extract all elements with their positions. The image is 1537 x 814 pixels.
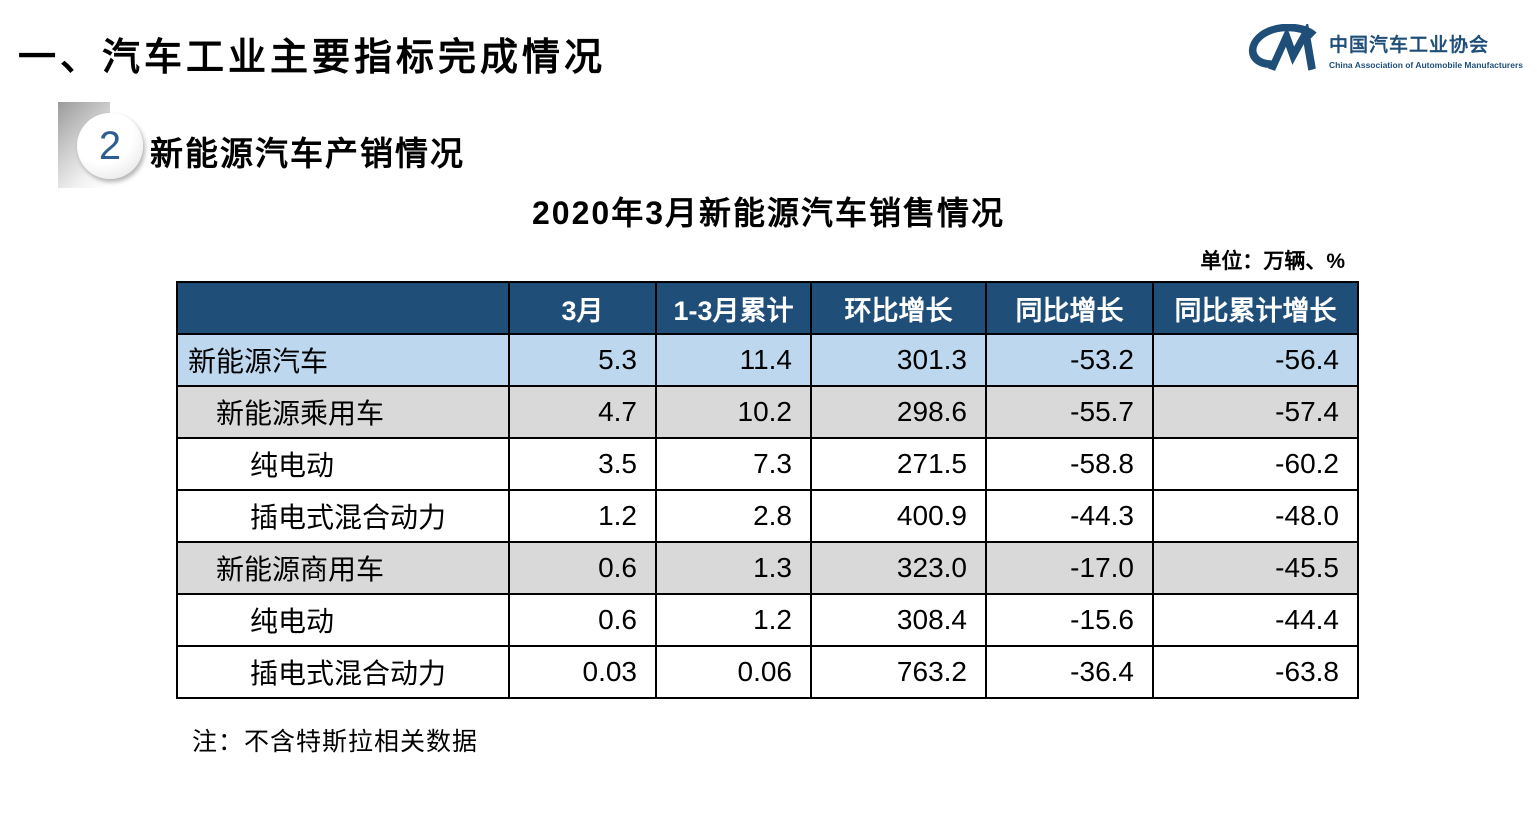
data-cell: -15.6 — [985, 593, 1154, 647]
row-label: 插电式混合动力 — [176, 645, 510, 699]
data-cell: 10.2 — [655, 385, 812, 439]
caam-name-cn: 中国汽车工业协会 — [1329, 35, 1490, 56]
section-number-badge: 2 — [77, 113, 143, 179]
table-row: 新能源乘用车 4.7 10.2 298.6 -55.7 -57.4 — [176, 385, 1359, 439]
caam-name-en: China Association of Automobile Manufact… — [1329, 60, 1523, 70]
data-cell: 0.6 — [508, 541, 657, 595]
column-header: 同比累计增长 — [1152, 281, 1359, 335]
table-row: 插电式混合动力 0.03 0.06 763.2 -36.4 -63.8 — [176, 645, 1359, 699]
data-cell: 2.8 — [655, 489, 812, 543]
section-title: 新能源汽车产销情况 — [150, 135, 465, 172]
column-header: 环比增长 — [810, 281, 987, 335]
data-cell: 271.5 — [810, 437, 987, 491]
caam-logo-text: 中国汽车工业协会 China Association of Automobile… — [1329, 30, 1523, 70]
table-row: 插电式混合动力 1.2 2.8 400.9 -44.3 -48.0 — [176, 489, 1359, 543]
data-cell: -56.4 — [1152, 333, 1359, 387]
table-footnote: 注：不含特斯拉相关数据 — [192, 728, 479, 756]
caam-swoosh-logo-icon — [1247, 24, 1323, 76]
data-cell: 1.2 — [508, 489, 657, 543]
data-cell: 308.4 — [810, 593, 987, 647]
data-cell: -48.0 — [1152, 489, 1359, 543]
page-title: 一、汽车工业主要指标完成情况 — [18, 37, 607, 79]
data-cell: -53.2 — [985, 333, 1154, 387]
row-label: 插电式混合动力 — [176, 489, 510, 543]
table-title: 2020年3月新能源汽车销售情况 — [532, 195, 1005, 231]
data-cell: -17.0 — [985, 541, 1154, 595]
table-row: 纯电动 3.5 7.3 271.5 -58.8 -60.2 — [176, 437, 1359, 491]
data-cell: 7.3 — [655, 437, 812, 491]
data-cell: 3.5 — [508, 437, 657, 491]
data-cell: 0.06 — [655, 645, 812, 699]
table-row: 新能源商用车 0.6 1.3 323.0 -17.0 -45.5 — [176, 541, 1359, 595]
column-header: 1-3月累计 — [655, 281, 812, 335]
table-row: 新能源汽车 5.3 11.4 301.3 -53.2 -56.4 — [176, 333, 1359, 387]
data-cell: -44.4 — [1152, 593, 1359, 647]
data-cell: -57.4 — [1152, 385, 1359, 439]
data-cell: -45.5 — [1152, 541, 1359, 595]
data-cell: 763.2 — [810, 645, 987, 699]
data-cell: -60.2 — [1152, 437, 1359, 491]
row-label: 纯电动 — [176, 437, 510, 491]
table-header-row: 3月 1-3月累计 环比增长 同比增长 同比累计增长 — [176, 281, 1359, 335]
column-header: 3月 — [508, 281, 657, 335]
unit-label: 单位：万辆、% — [1200, 250, 1345, 273]
data-cell: -44.3 — [985, 489, 1154, 543]
row-label: 新能源商用车 — [176, 541, 510, 595]
table-row: 纯电动 0.6 1.2 308.4 -15.6 -44.4 — [176, 593, 1359, 647]
row-label: 新能源汽车 — [176, 333, 510, 387]
column-header: 同比增长 — [985, 281, 1154, 335]
data-cell: -58.8 — [985, 437, 1154, 491]
corner-header-cell — [176, 281, 510, 335]
data-cell: -36.4 — [985, 645, 1154, 699]
row-label: 纯电动 — [176, 593, 510, 647]
data-cell: 323.0 — [810, 541, 987, 595]
data-cell: 400.9 — [810, 489, 987, 543]
data-cell: 301.3 — [810, 333, 987, 387]
data-cell: 0.03 — [508, 645, 657, 699]
data-cell: 1.3 — [655, 541, 812, 595]
data-cell: 1.2 — [655, 593, 812, 647]
nev-sales-table: 3月 1-3月累计 环比增长 同比增长 同比累计增长 新能源汽车 5.3 11.4 301.3… — [176, 281, 1359, 699]
caam-logo: 中国汽车工业协会 China Association of Automobile… — [1247, 24, 1523, 76]
data-cell: 5.3 — [508, 333, 657, 387]
data-cell: -55.7 — [985, 385, 1154, 439]
section-number: 2 — [98, 124, 122, 168]
row-label: 新能源乘用车 — [176, 385, 510, 439]
data-cell: 4.7 — [508, 385, 657, 439]
data-cell: 298.6 — [810, 385, 987, 439]
data-cell: 0.6 — [508, 593, 657, 647]
data-cell: 11.4 — [655, 333, 812, 387]
data-cell: -63.8 — [1152, 645, 1359, 699]
